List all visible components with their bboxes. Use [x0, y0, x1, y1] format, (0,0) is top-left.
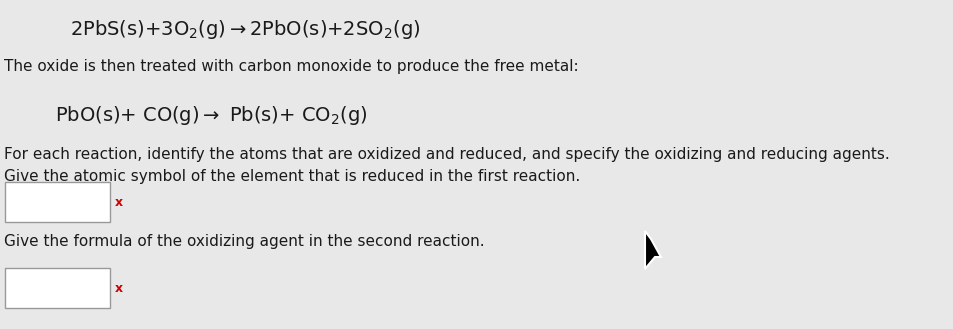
Text: The oxide is then treated with carbon monoxide to produce the free metal:: The oxide is then treated with carbon mo…	[4, 59, 578, 74]
Text: x: x	[115, 195, 123, 209]
Text: 2PbS(s)+3O$_2$(g)$\rightarrow$2PbO(s)+2SO$_2$(g): 2PbS(s)+3O$_2$(g)$\rightarrow$2PbO(s)+2S…	[70, 18, 420, 41]
Text: PbO(s)+ CO(g)$\rightarrow$ Pb(s)+ CO$_2$(g): PbO(s)+ CO(g)$\rightarrow$ Pb(s)+ CO$_2$…	[55, 104, 367, 127]
Text: Give the formula of the oxidizing agent in the second reaction.: Give the formula of the oxidizing agent …	[4, 234, 484, 249]
Text: Give the atomic symbol of the element that is reduced in the first reaction.: Give the atomic symbol of the element th…	[4, 169, 579, 184]
Bar	[5, 182, 110, 222]
Text: For each reaction, identify the atoms that are oxidized and reduced, and specify: For each reaction, identify the atoms th…	[4, 147, 889, 162]
Text: x: x	[115, 282, 123, 294]
Polygon shape	[644, 231, 660, 269]
Bar	[5, 268, 110, 308]
